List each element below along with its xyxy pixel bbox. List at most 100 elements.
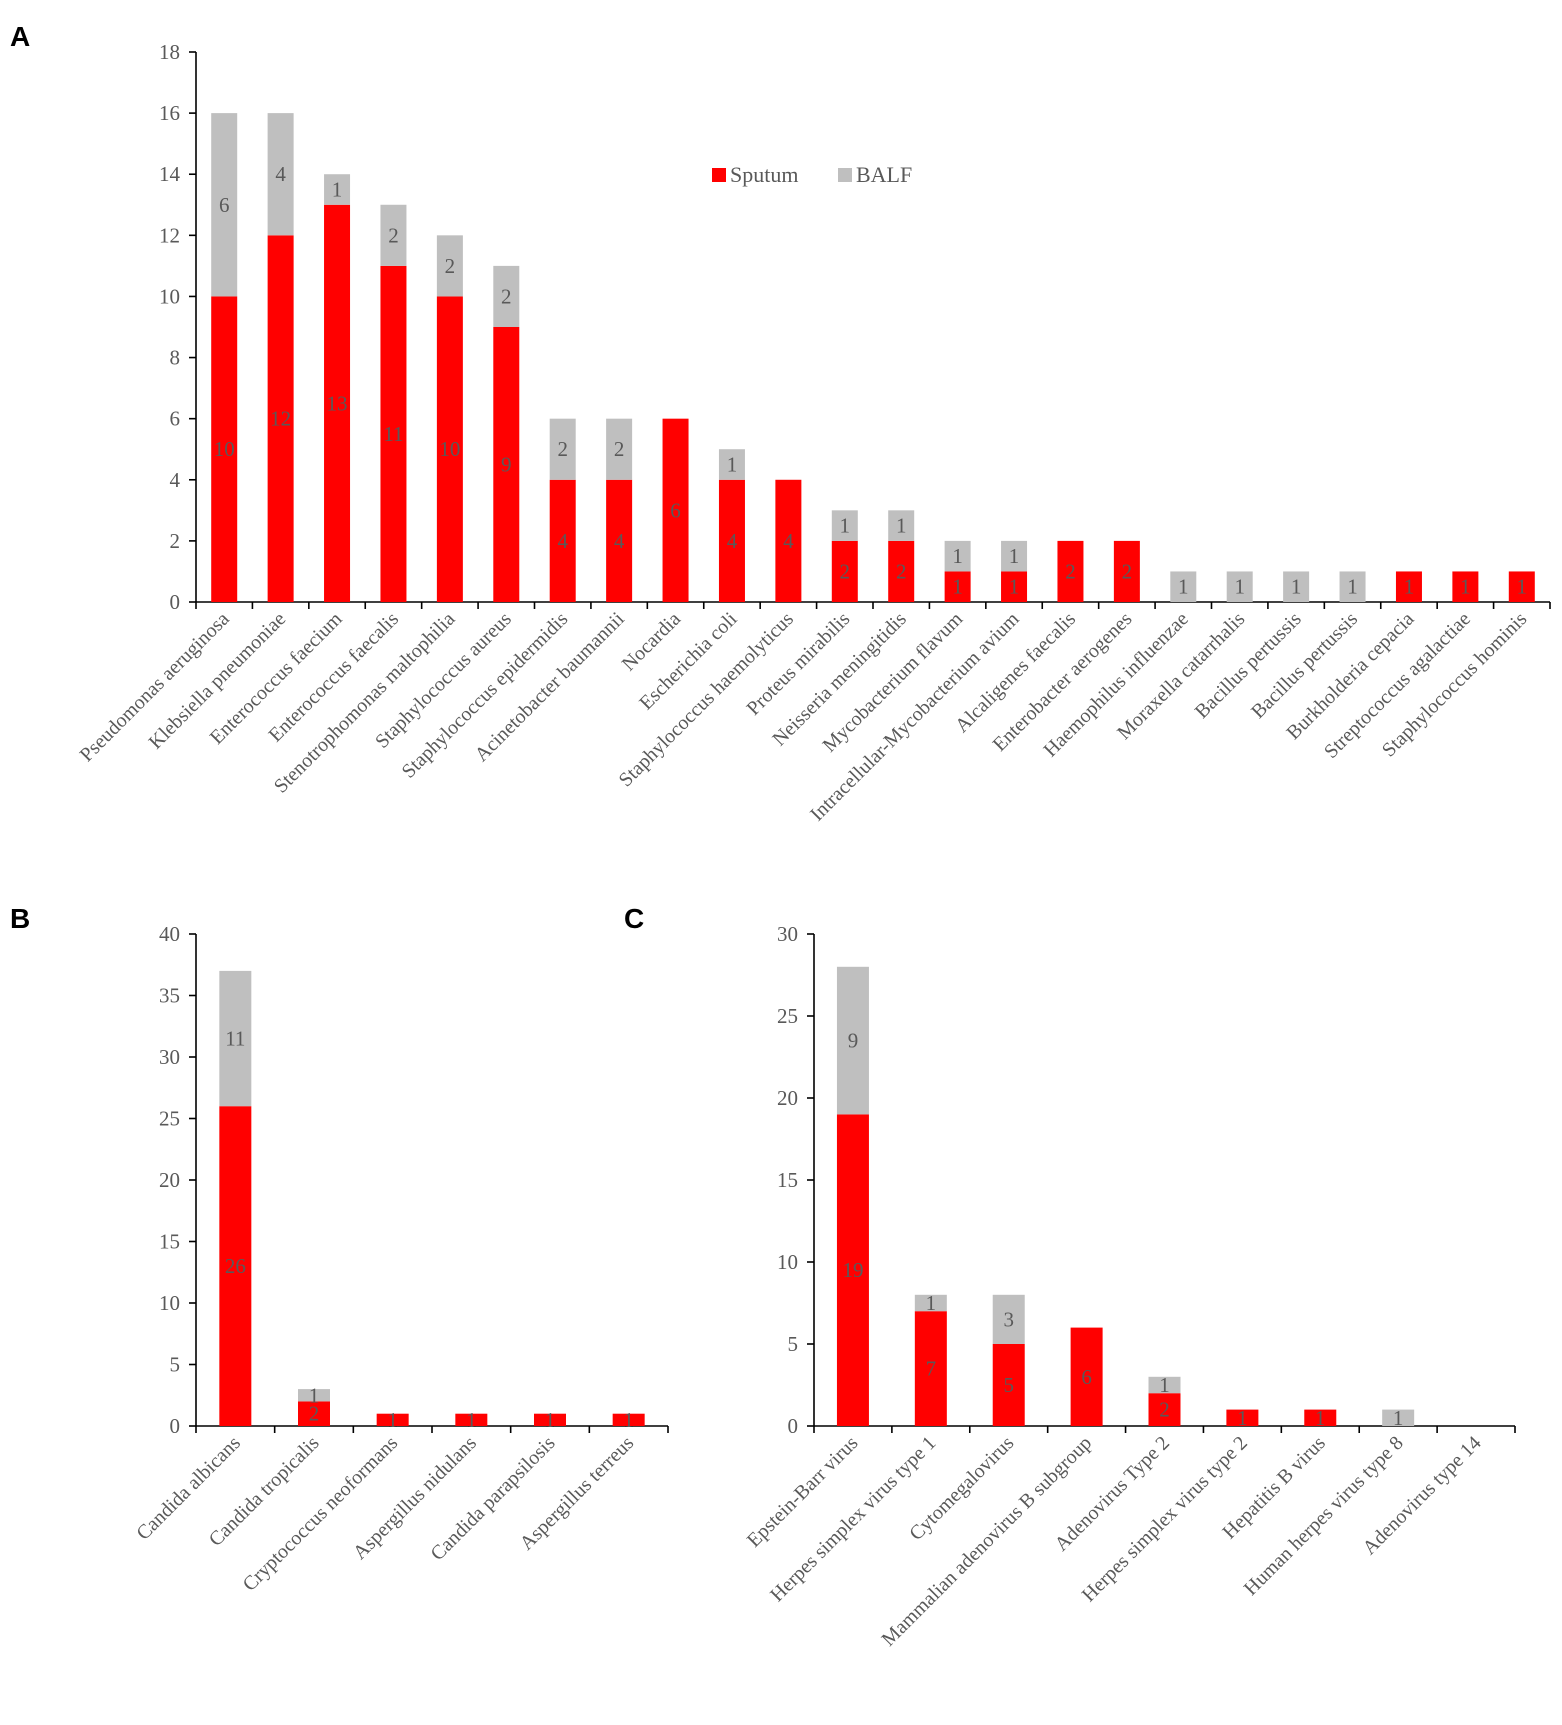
bar-balf [1283, 571, 1310, 602]
data-label-balf: 1 [896, 514, 907, 538]
category-label: Human herpes virus type 8 [1240, 1432, 1408, 1600]
category-label: Proteus mirabilis [743, 608, 855, 720]
bar-sputum [1070, 1327, 1103, 1426]
y-tick-label: 10 [159, 1291, 180, 1315]
data-label-sputum: 2 [1122, 559, 1133, 583]
bar-sputum [376, 1413, 409, 1426]
data-label-sputum: 1 [545, 1408, 556, 1432]
bar-sputum [718, 479, 745, 602]
bar-sputum [1057, 540, 1084, 602]
bar-sputum [992, 1344, 1025, 1426]
y-tick-label: 8 [170, 346, 181, 370]
bar-sputum [944, 571, 971, 602]
data-label-sputum: 12 [270, 407, 291, 431]
bar-sputum [436, 296, 463, 602]
bar-balf [888, 510, 915, 541]
data-label-sputum: 10 [214, 437, 235, 461]
panel-b-letter: B [10, 903, 30, 934]
data-label-sputum: 11 [383, 422, 403, 446]
data-label-balf: 4 [275, 162, 286, 186]
y-tick-label: 2 [170, 529, 181, 553]
y-tick-label: 10 [159, 284, 180, 308]
bar-sputum [219, 1106, 252, 1426]
bar-balf [718, 449, 745, 480]
bar-balf [549, 418, 576, 480]
data-label-balf: 1 [1291, 575, 1302, 599]
y-tick-label: 5 [170, 1353, 181, 1377]
bar-balf [436, 235, 463, 297]
bar-balf [992, 1294, 1025, 1344]
y-tick-label: 20 [777, 1086, 798, 1110]
bar-balf [267, 113, 294, 236]
bar-balf [298, 1389, 330, 1402]
legend-label-sputum: Sputum [730, 162, 798, 187]
y-tick-label: 40 [159, 922, 180, 946]
data-label-balf: 1 [926, 1291, 937, 1315]
bar-sputum [1508, 571, 1535, 602]
bar-sputum [831, 540, 858, 602]
y-tick-label: 30 [159, 1045, 180, 1069]
bar-balf [1001, 540, 1028, 572]
bar-sputum [1226, 1409, 1259, 1426]
bar-balf [1339, 571, 1366, 602]
data-label-sputum: 2 [1159, 1398, 1170, 1422]
data-label-sputum: 1 [623, 1408, 634, 1432]
data-label-balf: 2 [388, 223, 399, 247]
y-tick-label: 18 [159, 40, 180, 64]
panel-c-letter: C [624, 903, 644, 934]
data-label-balf: 1 [727, 453, 738, 477]
bar-balf [1382, 1409, 1415, 1426]
data-label-sputum: 4 [727, 529, 738, 553]
bar-balf [1148, 1376, 1181, 1394]
y-tick-label: 20 [159, 1168, 180, 1192]
bar-balf [493, 265, 520, 327]
y-tick-label: 16 [159, 101, 180, 125]
y-tick-label: 15 [777, 1168, 798, 1192]
data-label-balf: 2 [501, 284, 512, 308]
bar-sputum [298, 1401, 330, 1426]
legend-swatch-balf [838, 168, 852, 182]
data-label-sputum: 13 [327, 391, 348, 415]
data-label-balf: 1 [952, 544, 963, 568]
y-tick-label: 25 [777, 1004, 798, 1028]
data-label-sputum: 1 [1237, 1406, 1248, 1430]
bar-balf [324, 174, 351, 205]
bar-sputum [1113, 540, 1140, 602]
y-tick-label: 15 [159, 1230, 180, 1254]
data-label-sputum: 1 [387, 1408, 398, 1432]
y-tick-label: 25 [159, 1107, 180, 1131]
category-label: Intracellular-Mycobacterium avium [806, 608, 1024, 826]
data-label-sputum: 10 [439, 437, 460, 461]
y-tick-label: 6 [170, 407, 181, 431]
data-label-balf: 1 [1234, 575, 1245, 599]
data-label-balf: 1 [1159, 1373, 1170, 1397]
bar-balf [380, 204, 407, 266]
data-label-sputum: 1 [466, 1408, 477, 1432]
data-label-sputum: 1 [1517, 575, 1528, 599]
data-label-balf: 6 [219, 193, 230, 217]
y-tick-label: 0 [170, 590, 181, 614]
y-tick-label: 14 [159, 162, 181, 186]
y-tick-label: 35 [159, 984, 180, 1008]
category-label: Escherichia coli [635, 608, 742, 715]
bar-sputum [1304, 1409, 1337, 1426]
data-label-balf: 2 [445, 254, 456, 278]
data-label-sputum: 4 [614, 529, 625, 553]
data-label-sputum: 1 [1460, 575, 1471, 599]
bar-sputum [211, 296, 238, 602]
y-tick-label: 5 [788, 1332, 799, 1356]
bar-sputum [549, 479, 576, 602]
bar-sputum [888, 540, 915, 602]
y-tick-label: 0 [170, 1414, 181, 1438]
data-label-balf: 1 [1009, 544, 1020, 568]
bar-sputum [1452, 571, 1479, 602]
bar-sputum [1395, 571, 1422, 602]
data-label-sputum: 1 [1404, 575, 1415, 599]
bar-balf [914, 1294, 947, 1312]
bar-sputum [1001, 571, 1028, 602]
bar-balf [606, 418, 633, 480]
y-tick-label: 12 [159, 223, 180, 247]
bar-balf [831, 510, 858, 541]
bar-sputum [914, 1311, 947, 1426]
bar-sputum [534, 1413, 566, 1426]
